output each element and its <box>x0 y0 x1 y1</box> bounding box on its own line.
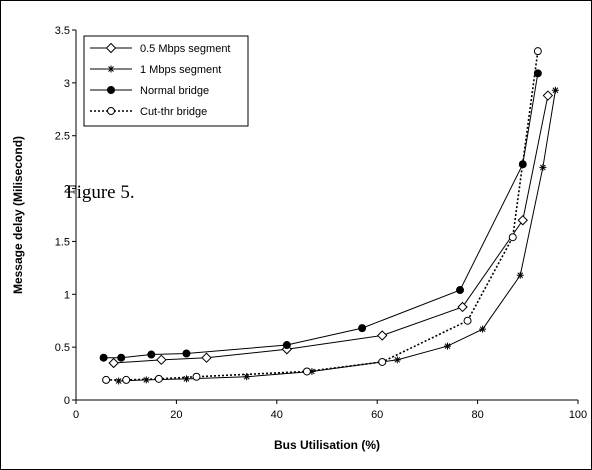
legend-marker <box>107 107 115 115</box>
data-point <box>102 375 111 384</box>
data-point <box>508 233 517 242</box>
legend-marker <box>107 86 115 94</box>
data-point <box>192 372 201 381</box>
data-point <box>154 374 163 383</box>
x-tick-label: 0 <box>73 409 79 421</box>
data-point <box>201 352 212 363</box>
data-point <box>378 357 387 366</box>
x-axis-title: Bus Utilisation (%) <box>274 438 380 452</box>
data-point <box>456 286 465 295</box>
y-tick-label: 1.5 <box>55 236 70 248</box>
data-point <box>533 47 542 56</box>
x-tick-label: 100 <box>569 409 587 421</box>
series-4 <box>102 47 542 384</box>
data-point <box>479 325 487 333</box>
data-point <box>147 350 156 359</box>
data-point <box>517 215 528 226</box>
y-tick-label: 2.5 <box>55 131 70 143</box>
legend-marker <box>105 42 117 54</box>
data-point <box>516 271 524 279</box>
data-point <box>282 341 291 350</box>
x-axis-ticks: 0 20 40 60 80 100 <box>73 400 587 421</box>
data-point <box>539 163 547 171</box>
y-tick-label: 2 <box>64 184 70 196</box>
data-point <box>99 353 108 362</box>
y-axis-title: Message delay (Milisecond) <box>11 136 25 294</box>
y-tick-label: 0 <box>64 395 70 407</box>
y-tick-label: 0.5 <box>55 342 70 354</box>
data-point <box>182 349 191 358</box>
data-point <box>393 356 401 364</box>
data-point <box>443 342 451 350</box>
legend-label: Normal bridge <box>140 85 209 97</box>
data-point <box>551 86 559 94</box>
data-point <box>108 357 119 369</box>
series-3 <box>99 69 542 362</box>
legend: 0.5 Mbps segment 1 Mbps segment Normal bri… <box>83 35 249 127</box>
data-point <box>117 353 126 362</box>
data-point <box>463 316 472 325</box>
x-tick-label: 40 <box>271 409 283 421</box>
legend-label: 1 Mbps segment <box>140 64 221 76</box>
data-point <box>302 367 311 376</box>
series-layer <box>99 47 559 385</box>
figure-annotation: Figure 5. <box>66 182 135 203</box>
x-tick-label: 60 <box>371 409 383 421</box>
data-point <box>122 375 131 384</box>
y-axis-ticks: 0 0.5 1 1.5 2 2.5 3 3.5 <box>55 25 76 407</box>
data-point <box>115 377 123 385</box>
data-point <box>156 354 167 366</box>
legend-label: 0.5 Mbps segment <box>140 43 231 55</box>
data-point <box>358 324 367 333</box>
series-2 <box>115 86 559 385</box>
data-point <box>542 90 554 101</box>
y-tick-label: 3 <box>64 78 70 90</box>
x-tick-label: 80 <box>471 409 483 421</box>
data-point <box>457 301 468 313</box>
x-tick-label: 20 <box>170 409 182 421</box>
data-point <box>182 375 190 383</box>
data-point <box>377 330 388 341</box>
data-point <box>533 69 542 78</box>
legend-marker <box>107 65 115 73</box>
y-tick-label: 3.5 <box>55 25 70 37</box>
data-point <box>243 373 251 381</box>
legend-label: Cut-thr bridge <box>140 106 207 118</box>
y-tick-label: 1 <box>64 289 70 301</box>
